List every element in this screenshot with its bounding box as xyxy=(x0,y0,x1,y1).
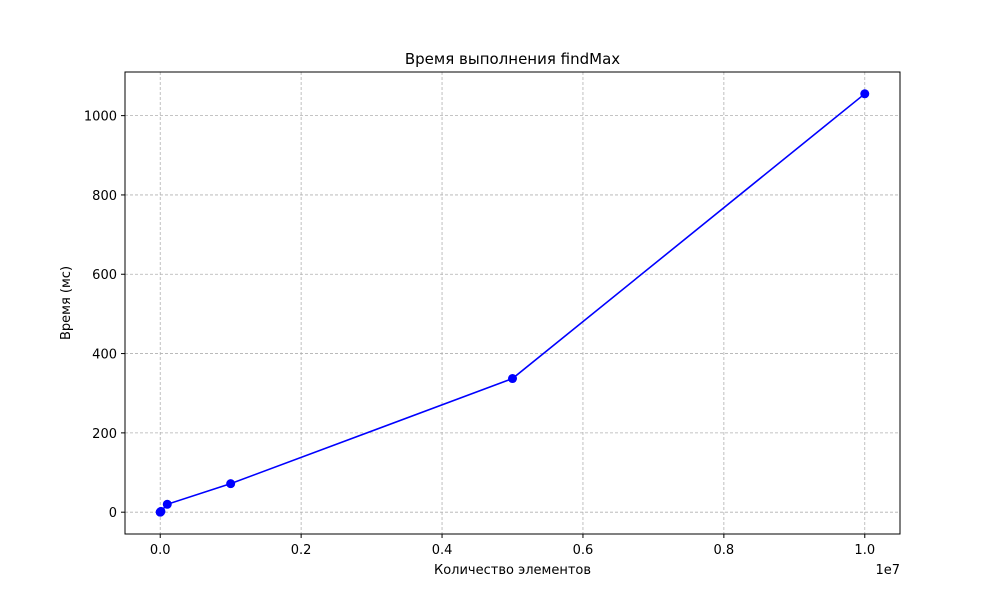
y-tick-label: 800 xyxy=(92,189,117,204)
data-point xyxy=(508,374,517,384)
y-tick-label: 600 xyxy=(92,268,117,283)
x-tick-label: 0.6 xyxy=(573,543,594,558)
x-tick-label: 0.0 xyxy=(150,543,171,558)
x-axis-ticks: 0.0 0.2 0.4 0.6 0.8 1.0 xyxy=(150,534,875,558)
y-axis-label: Время (мс) xyxy=(59,266,74,340)
data-point xyxy=(156,506,166,516)
series-line xyxy=(159,93,866,513)
data-point xyxy=(226,479,236,489)
y-tick-label: 0 xyxy=(109,506,117,521)
x-axis-offset-label: 1e7 xyxy=(875,563,900,578)
x-tick-label: 1.0 xyxy=(854,543,875,558)
x-tick-label: 0.4 xyxy=(432,543,453,558)
grid xyxy=(125,72,900,534)
data-point xyxy=(860,89,870,99)
y-tick-label: 400 xyxy=(92,348,117,363)
data-point xyxy=(162,499,172,509)
x-tick-label: 0.2 xyxy=(291,543,312,558)
y-tick-label: 200 xyxy=(92,427,117,442)
x-tick-label: 0.8 xyxy=(714,543,735,558)
chart-title: Время выполнения findMax xyxy=(405,50,620,68)
plot-area-frame xyxy=(124,71,901,535)
y-tick-label: 1000 xyxy=(84,110,117,125)
series-layer xyxy=(155,89,870,517)
y-axis-ticks: 0 200 400 600 800 1000 xyxy=(84,110,125,521)
x-axis-label: Количество элементов xyxy=(434,563,591,578)
